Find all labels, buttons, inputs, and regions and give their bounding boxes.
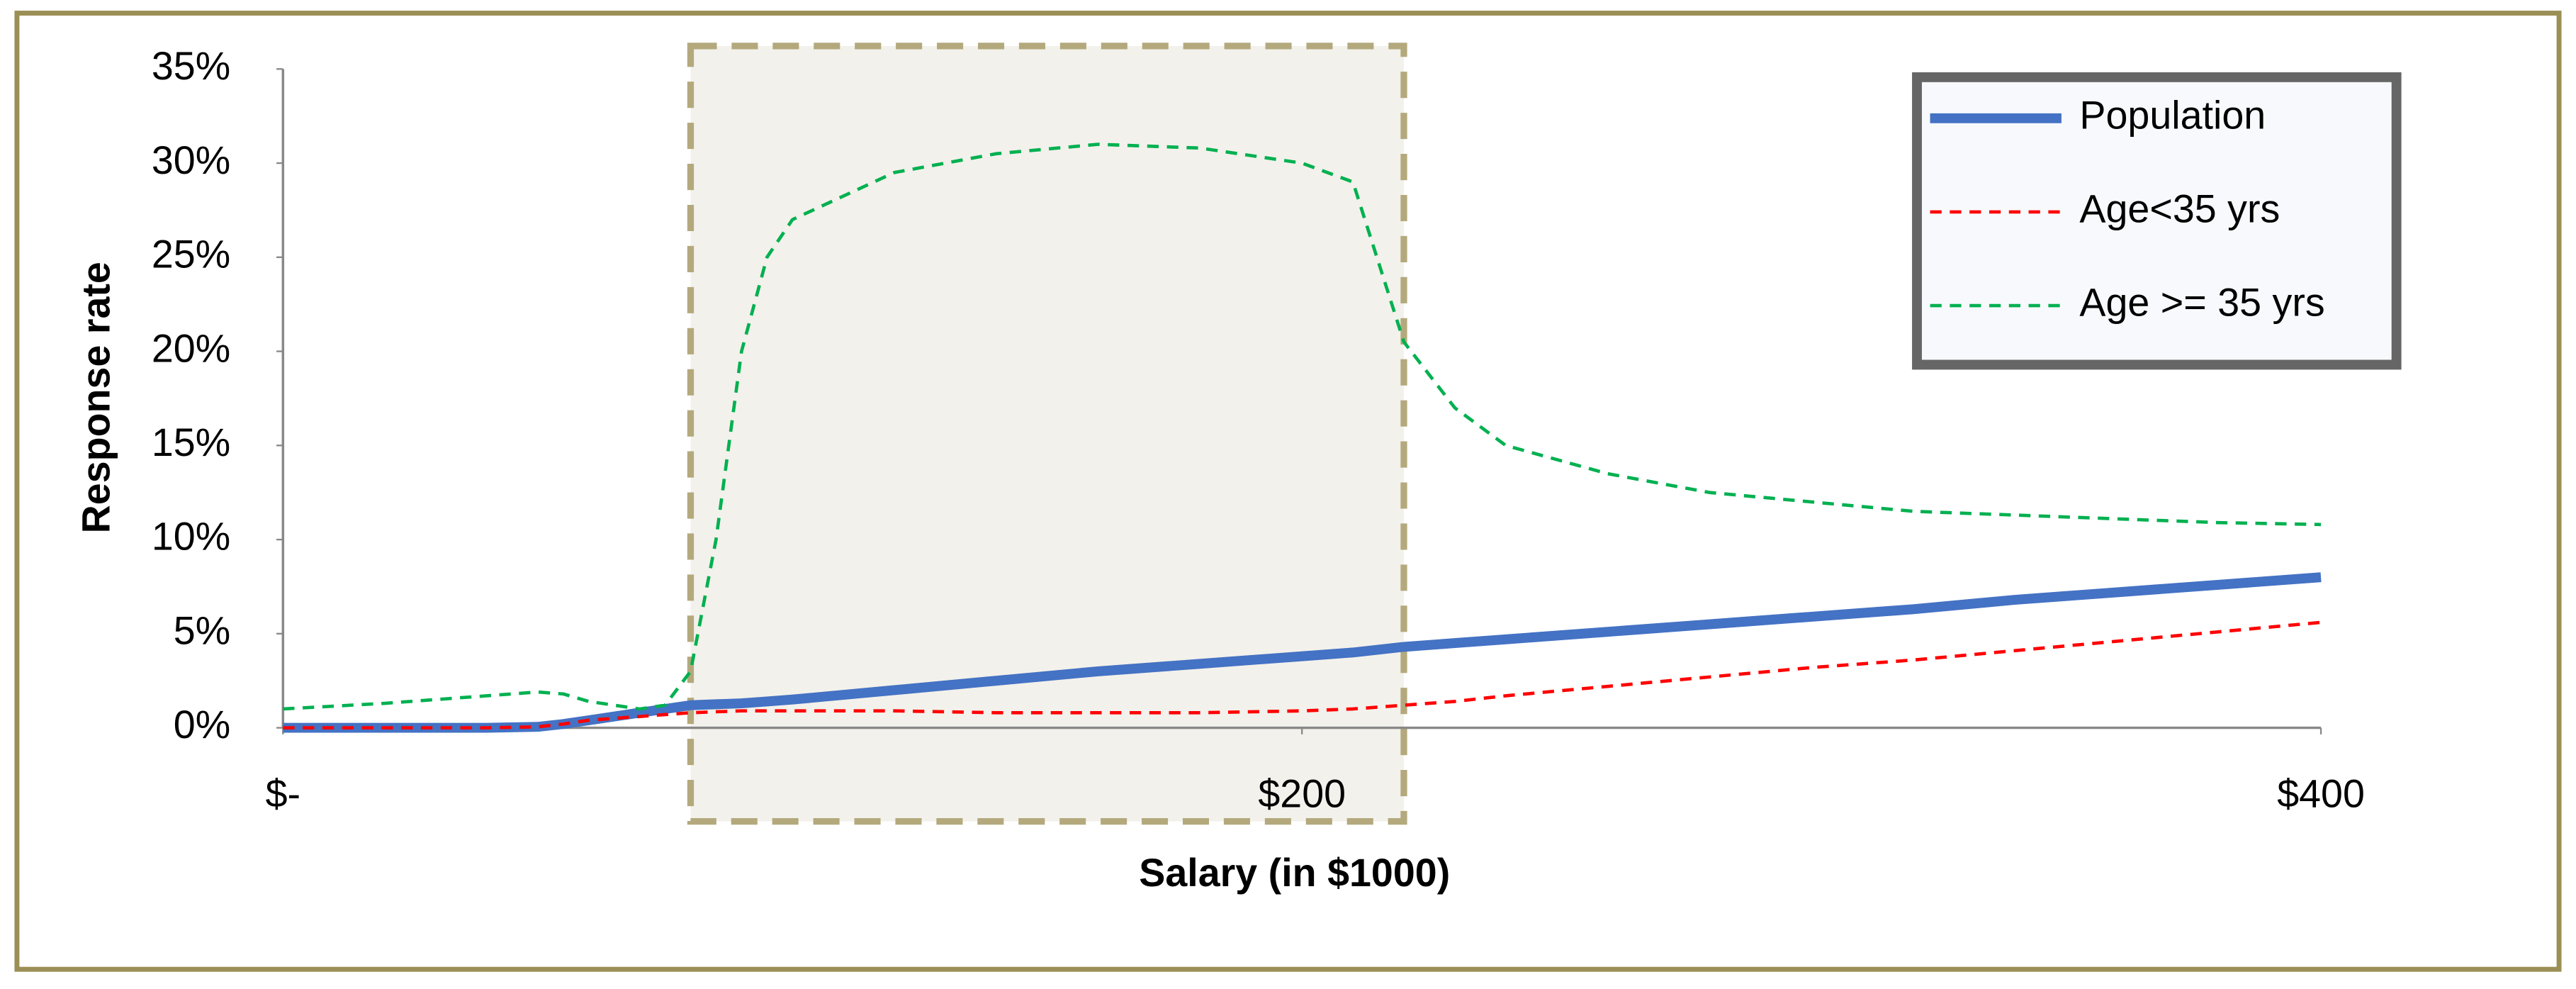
highlight-layer — [687, 43, 1407, 825]
y-tick-label: 15% — [152, 420, 230, 464]
legend-box — [1912, 72, 2402, 370]
y-tick-label: 0% — [174, 703, 230, 747]
series-line — [283, 143, 2322, 711]
highlight-box — [687, 43, 1407, 825]
y-tick-label: 20% — [152, 326, 230, 370]
legend-label: Age >= 35 yrs — [2079, 281, 2324, 325]
x-tick-label: $200 — [1258, 772, 1346, 816]
y-tick-label: 25% — [152, 233, 230, 276]
y-tick-label: 10% — [152, 515, 230, 559]
x-axis-title: Salary (in $1000) — [1139, 851, 1450, 895]
legend-label: Population — [2079, 94, 2266, 138]
legend-label: Age<35 yrs — [2079, 187, 2280, 231]
x-tick-label: $400 — [2277, 772, 2365, 816]
y-tick-label: 5% — [174, 608, 230, 652]
series-line — [283, 620, 2322, 730]
legend: Population Age<35 yrs Age >= 35 yrs — [1912, 72, 2402, 370]
x-tick-label: $- — [266, 772, 300, 816]
y-tick-label: 35% — [152, 44, 230, 88]
y-tick-label: 30% — [152, 138, 230, 182]
y-axis-title: Response rate — [74, 262, 118, 533]
